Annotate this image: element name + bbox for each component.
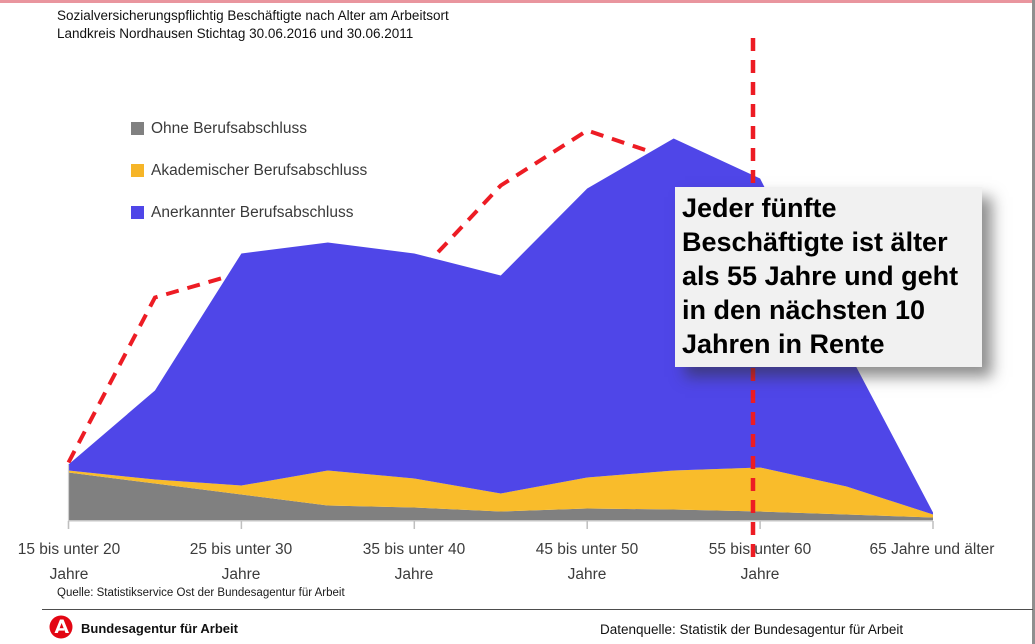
legend-swatch-ohne <box>131 122 144 135</box>
x-axis-label-35-40: 35 bis unter 40 Jahre <box>362 541 466 583</box>
legend-label-anerkannter: Anerkannter Berufsabschluss <box>151 203 354 221</box>
chart-title-line2: Landkreis Nordhausen Stichtag 30.06.2016… <box>57 26 414 41</box>
x-axis-label-45-50: 45 bis unter 50 Jahre <box>535 541 639 583</box>
x-axis-label-55-60: 55 bis unter 60 Jahre <box>708 541 812 583</box>
area-akademischer-berufsabschluss <box>68 467 933 518</box>
chart-title: Sozialversicherungspflichtig Beschäftigt… <box>57 7 449 43</box>
source-note: Quelle: Statistikservice Ost der Bundesa… <box>57 587 345 599</box>
legend-swatch-akademischer <box>131 164 144 177</box>
footer-divider <box>42 609 1033 610</box>
area-ohne-berufsabschluss <box>68 472 933 521</box>
data-source-note: Datenquelle: Statistik der Bundesagentur… <box>600 622 904 637</box>
window-top-border <box>0 0 1035 3</box>
bundesagentur-logo-icon <box>49 615 73 639</box>
x-axis-label-65-plus: 65 Jahre und älter <box>869 541 995 558</box>
x-axis-label-25-30: 25 bis unter 30 Jahre <box>189 541 293 583</box>
legend-swatch-anerkannter <box>131 206 144 219</box>
legend-item-ohne: Ohne Berufsabschluss <box>131 120 367 137</box>
chart-legend: Ohne Berufsabschluss Akademischer Berufs… <box>131 120 367 246</box>
window-right-border <box>1032 0 1035 644</box>
legend-label-ohne: Ohne Berufsabschluss <box>151 119 307 137</box>
brand-name: Bundesagentur für Arbeit <box>81 621 238 636</box>
annotation-text: Jeder fünfte Beschäftigte ist älter als … <box>682 193 959 359</box>
legend-item-akademischer: Akademischer Berufsabschluss <box>131 162 367 179</box>
x-axis-label-15-20: 15 bis unter 20 Jahre <box>17 541 121 583</box>
chart-title-line1: Sozialversicherungspflichtig Beschäftigt… <box>57 8 449 23</box>
annotation-box: Jeder fünfte Beschäftigte ist älter als … <box>675 187 982 367</box>
legend-item-anerkannter: Anerkannter Berufsabschluss <box>131 204 367 221</box>
legend-label-akademischer: Akademischer Berufsabschluss <box>151 161 368 179</box>
